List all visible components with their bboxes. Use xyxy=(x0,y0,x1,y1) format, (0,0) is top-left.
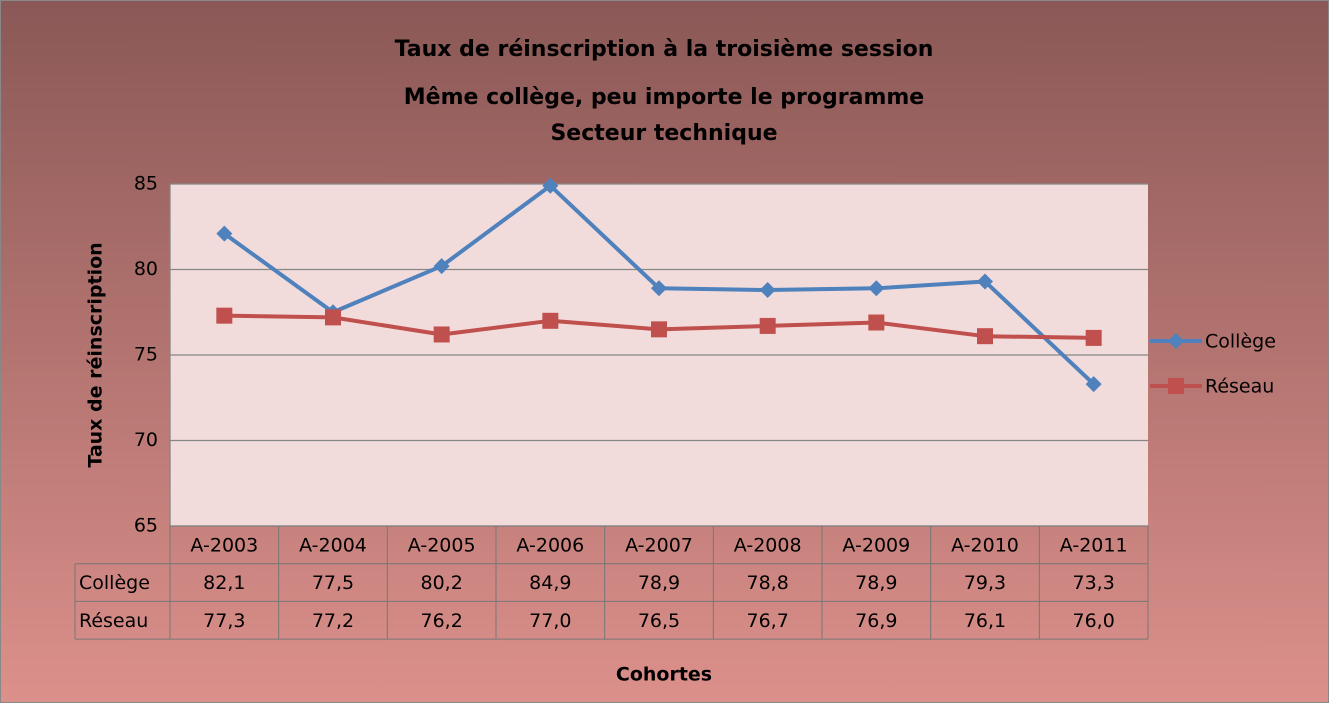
x-tick-label: A-2006 xyxy=(516,534,584,556)
x-tick-label: A-2007 xyxy=(625,534,693,556)
data-point xyxy=(977,273,993,290)
table-cell: 78,9 xyxy=(638,572,680,594)
x-tick-label: A-2010 xyxy=(951,534,1019,556)
data-point xyxy=(977,328,993,345)
table-cell: 80,2 xyxy=(421,572,463,594)
y-tick-label: 80 xyxy=(134,258,158,280)
data-point xyxy=(542,177,559,194)
chart-title: Taux de réinscription à la troisième ses… xyxy=(395,37,934,62)
data-point xyxy=(868,280,885,297)
table-row-header: Réseau xyxy=(79,610,148,632)
table-cell: 76,7 xyxy=(747,610,789,632)
chart-title: Même collège, peu importe le programme xyxy=(404,85,924,110)
data-point xyxy=(433,326,450,343)
x-tick-label: A-2004 xyxy=(299,534,367,556)
y-tick-label: 70 xyxy=(134,429,158,451)
y-tick-label: 75 xyxy=(134,344,158,366)
table-cell: 79,3 xyxy=(964,572,1006,594)
data-point xyxy=(325,309,341,326)
data-point xyxy=(433,258,450,275)
table-cell: 84,9 xyxy=(529,572,571,594)
table-cell: 77,5 xyxy=(312,572,354,594)
table-cell: 73,3 xyxy=(1073,572,1115,594)
data-point xyxy=(651,280,667,297)
x-tick-label: A-2011 xyxy=(1060,534,1128,556)
table-cell: 76,1 xyxy=(964,610,1006,632)
x-tick-label: A-2003 xyxy=(190,534,258,556)
table-cell: 78,8 xyxy=(747,572,789,594)
table-cell: 82,1 xyxy=(203,572,245,594)
x-tick-label: A-2009 xyxy=(842,534,910,556)
data-point xyxy=(868,314,885,331)
legend-marker xyxy=(1168,378,1184,394)
data-point xyxy=(651,321,667,338)
data-point xyxy=(216,307,233,324)
table-cell: 76,2 xyxy=(421,610,463,632)
chart-title: Secteur technique xyxy=(550,121,777,146)
table-cell: 76,5 xyxy=(638,610,680,632)
data-point xyxy=(759,317,776,334)
legend-marker xyxy=(1168,333,1184,349)
y-tick-label: 65 xyxy=(134,515,158,537)
table-cell: 77,2 xyxy=(312,610,354,632)
x-tick-label: A-2008 xyxy=(734,534,802,556)
y-tick-label: 85 xyxy=(134,173,158,195)
y-axis-title: Taux de réinscription xyxy=(85,242,107,467)
legend-label: Réseau xyxy=(1205,376,1274,398)
data-point xyxy=(542,312,559,329)
x-axis-title: Cohortes xyxy=(616,664,712,686)
data-point xyxy=(1085,376,1102,393)
table-cell: 77,3 xyxy=(203,610,245,632)
data-point xyxy=(216,225,233,242)
table-cell: 76,9 xyxy=(855,610,897,632)
data-point xyxy=(759,282,776,299)
data-point xyxy=(1085,329,1102,346)
x-tick-label: A-2005 xyxy=(408,534,476,556)
table-cell: 77,0 xyxy=(529,610,571,632)
legend-label: Collège xyxy=(1205,331,1276,353)
table-row-header: Collège xyxy=(79,572,150,594)
table-cell: 78,9 xyxy=(855,572,897,594)
table-cell: 76,0 xyxy=(1073,610,1115,632)
